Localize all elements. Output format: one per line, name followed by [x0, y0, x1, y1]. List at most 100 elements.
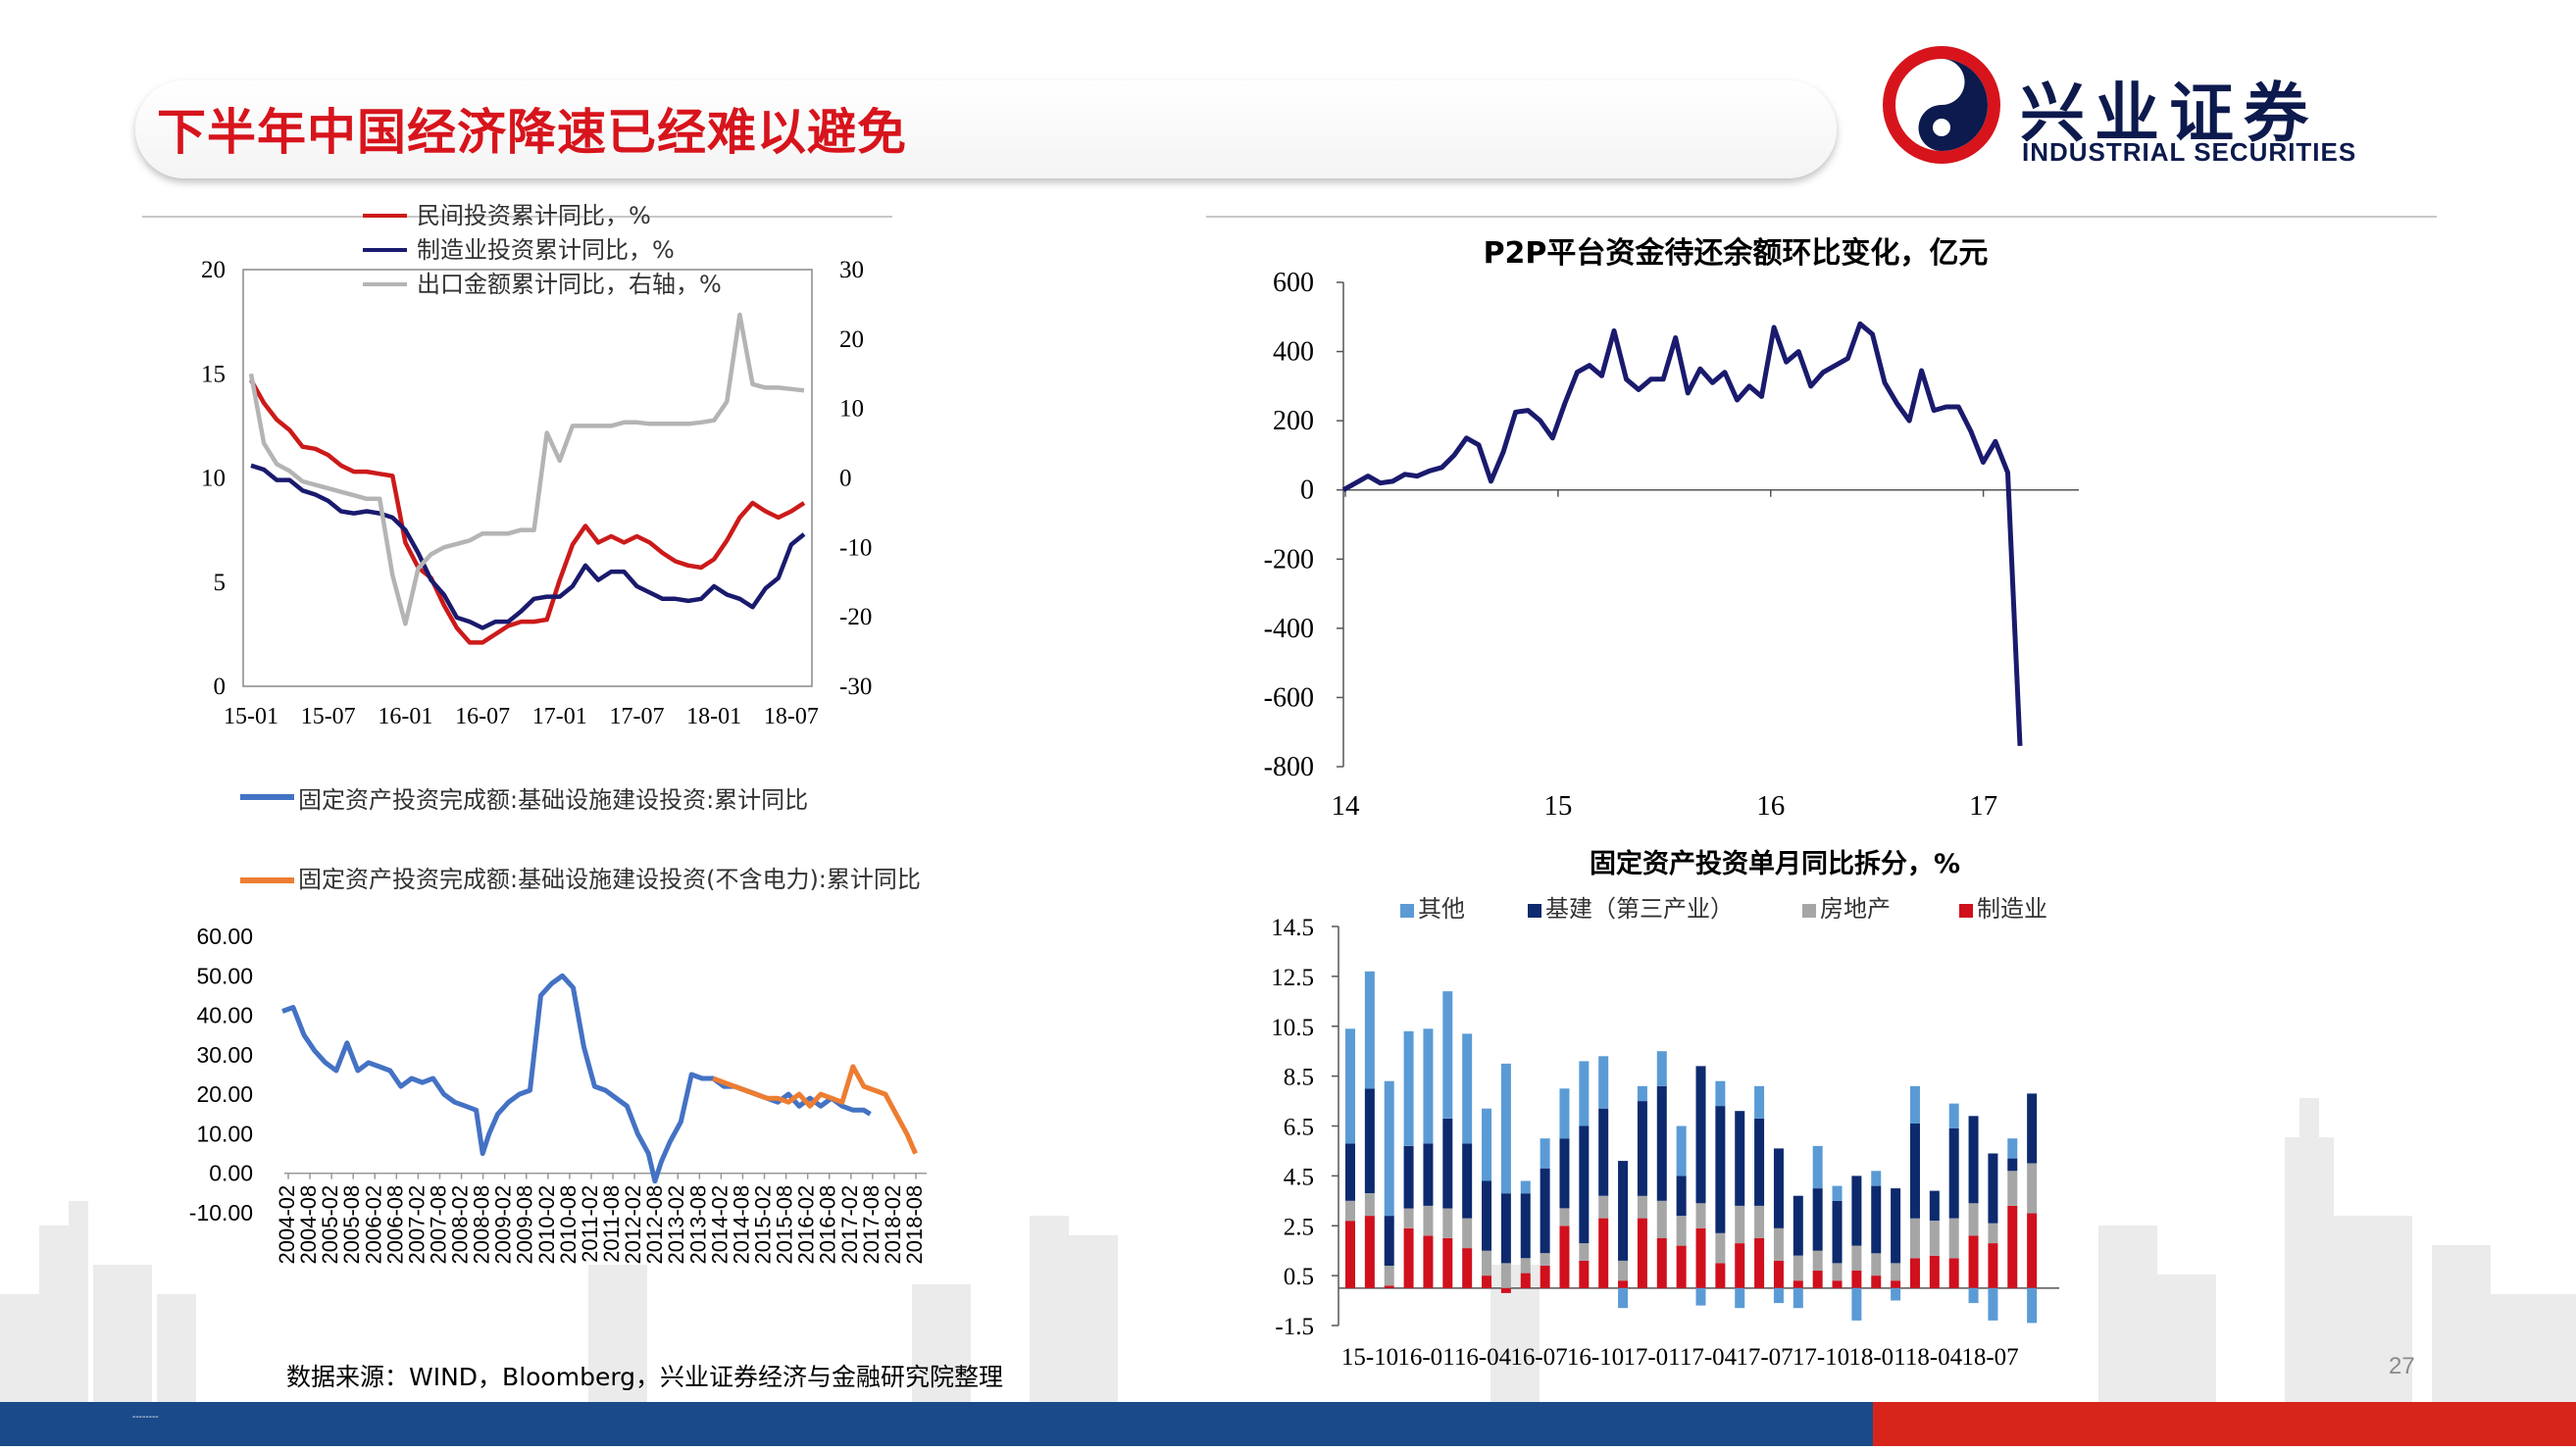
- chart4-bar-segment: [1695, 1287, 1706, 1306]
- chart4-bar-segment: [1891, 1188, 1901, 1264]
- chart4-bar-segment: [1656, 1085, 1667, 1201]
- chart1-plot-frame: [242, 269, 813, 687]
- chart4-bar-segment: [1832, 1263, 1843, 1281]
- chart4-legend-swatch-2: [1802, 904, 1816, 918]
- chart1-left-tick: 20: [201, 257, 226, 283]
- chart3-x-tick: 2018-02: [881, 1185, 905, 1265]
- chart3-legend-label-1: 固定资产投资完成额:基础设施建设投资(不含电力):累计同比: [298, 866, 921, 893]
- chart1-x-tick: 16-01: [378, 704, 432, 729]
- chart2-y-tick: -400: [1264, 614, 1314, 644]
- chart2-x-tick: 14: [1332, 790, 1361, 822]
- chart4-bar-segment: [2027, 1163, 2038, 1214]
- chart4-bar-segment: [1695, 1227, 1706, 1288]
- chart4-legend-label-0: 其他: [1418, 895, 1465, 923]
- chart4-bar-segment: [1715, 1106, 1726, 1233]
- chart2-y-tick: -200: [1264, 544, 1314, 575]
- chart4-bar-segment: [1754, 1085, 1765, 1119]
- chart4-bar-segment: [1832, 1200, 1843, 1264]
- chart4-bar-segment: [1384, 1216, 1394, 1266]
- chart4-bar-segment: [1793, 1195, 1803, 1256]
- c1-lines: [248, 312, 806, 645]
- chart4-bar-segment: [1695, 1066, 1706, 1204]
- chart3-legend-swatch-0: [240, 794, 294, 800]
- chart1-left-tick: 15: [201, 361, 226, 387]
- chart1-right-axis: 30 20 10 0 -10 -20 -30: [839, 257, 872, 700]
- chart4-bar-segment: [1773, 1148, 1784, 1228]
- chart4-bar-segment: [2027, 1213, 2038, 1288]
- chart3-x-tick: 2011-02: [578, 1185, 602, 1263]
- chart4-bar-segment: [1988, 1223, 1998, 1243]
- chart3-y-tick: 10.00: [196, 1121, 253, 1146]
- chart3-x-tick: 2017-02: [837, 1185, 862, 1265]
- chart4-bar-segment: [1968, 1235, 1979, 1288]
- chart4-bar-segment: [1968, 1287, 1979, 1304]
- chart1-series-line-2: [248, 312, 805, 626]
- chart4-bar-segment: [1832, 1280, 1843, 1288]
- chart3-x-tick: 2004-08: [296, 1185, 321, 1265]
- chart1-right-tick: -20: [839, 604, 872, 630]
- company-logo-cn: 兴业证券: [2020, 75, 2318, 151]
- chart4-bar-segment: [1812, 1145, 1823, 1189]
- title-bar: [135, 80, 1837, 178]
- chart3-x-tick: 2006-08: [382, 1185, 407, 1265]
- chart1-left-tick: 10: [201, 466, 226, 492]
- chart4-bar-segment: [1929, 1221, 1940, 1256]
- footer-bar-blue: [0, 1402, 1873, 1446]
- chart4-bar-segment: [1773, 1260, 1784, 1288]
- chart4-bar-segment: [1871, 1253, 1882, 1276]
- chart4-bar-segment: [1442, 991, 1453, 1119]
- chart4-bar-segment: [1442, 1208, 1453, 1238]
- chart1-x-tick: 17-01: [532, 704, 587, 729]
- chart4-bar-segment: [1618, 1161, 1629, 1261]
- chart4-bar-segment: [1637, 1195, 1647, 1219]
- chart4-bar-segment: [2027, 1093, 2038, 1164]
- chart-infrastructure: 60.00 50.00 40.00 30.00 20.00 10.00 0.00 -10.00…: [189, 924, 927, 1264]
- chart4-legend-label-1: 基建（第三产业）: [1545, 895, 1734, 923]
- chart4-bar-segment: [1423, 1235, 1434, 1288]
- chart4-bar-segment: [1618, 1280, 1629, 1288]
- chart4-legend: 其他 基建（第三产业） 房地产 制造业: [1400, 895, 2047, 923]
- chart3-x-tick: 2017-08: [859, 1185, 884, 1265]
- chart4-bar-segment: [1559, 1138, 1570, 1209]
- chart4-bar-segment: [1832, 1185, 1843, 1201]
- chart4-y-tick: 4.5: [1284, 1164, 1314, 1190]
- chart4-bar-segment: [1948, 1128, 1959, 1219]
- chart4-bar-segment: [1462, 1248, 1473, 1288]
- chart3-y-tick: -10.00: [189, 1200, 253, 1226]
- chart1-right-tick: 20: [839, 326, 864, 353]
- chart4-bar-segment: [1520, 1180, 1531, 1194]
- chart4-bar-segment: [1618, 1260, 1629, 1281]
- chart4-bar-segment: [1988, 1287, 1998, 1321]
- chart1-x-tick: 15-01: [224, 704, 278, 729]
- chart4-bar-segment: [1773, 1227, 1784, 1261]
- chart3-y-tick: 50.00: [196, 963, 253, 988]
- chart3-x-tick: 2009-08: [513, 1185, 537, 1265]
- chart3-x-tick: 2013-08: [685, 1185, 710, 1265]
- chart4-x-tick: 16-04: [1454, 1344, 1512, 1371]
- chart1-legend-label-0: 民间投资累计同比，%: [417, 202, 651, 229]
- chart4-y-tick: -1.5: [1275, 1314, 1314, 1340]
- chart4-bar-segment: [1929, 1190, 1940, 1222]
- chart4-bar-segment: [1851, 1271, 1862, 1288]
- chart1-right-tick: 30: [839, 257, 864, 283]
- chart3-x-tick: 2010-08: [556, 1185, 581, 1265]
- chart4-bar-segment: [1676, 1245, 1687, 1288]
- chart3-x-tick: 2014-08: [729, 1185, 753, 1265]
- chart4-bar-segment: [1384, 1265, 1394, 1286]
- chart4-bar-segment: [1851, 1287, 1862, 1321]
- chart4-bar-segment: [1676, 1176, 1687, 1217]
- chart4-x-tick: 15-10: [1341, 1344, 1398, 1371]
- chart4-bar-segment: [1462, 1033, 1473, 1144]
- chart4-legend-label-2: 房地产: [1820, 895, 1891, 923]
- chart4-bar-segment: [1812, 1188, 1823, 1251]
- chart4-bar-segment: [1345, 1221, 1355, 1288]
- chart3-y-tick: 40.00: [196, 1003, 253, 1028]
- chart4-x-tick: 17-01: [1623, 1344, 1680, 1371]
- chart4-bar-segment: [1891, 1263, 1901, 1281]
- chart4-bar-segment: [1364, 1193, 1375, 1217]
- c3-axes: 60.00 50.00 40.00 30.00 20.00 10.00 0.00 -10.00…: [189, 924, 927, 1264]
- chart4-bar-segment: [1871, 1276, 1882, 1288]
- chart3-y-tick: 60.00: [196, 924, 253, 949]
- chart4-bar-segment: [1793, 1255, 1803, 1281]
- chart4-bar-segment: [1345, 1028, 1355, 1144]
